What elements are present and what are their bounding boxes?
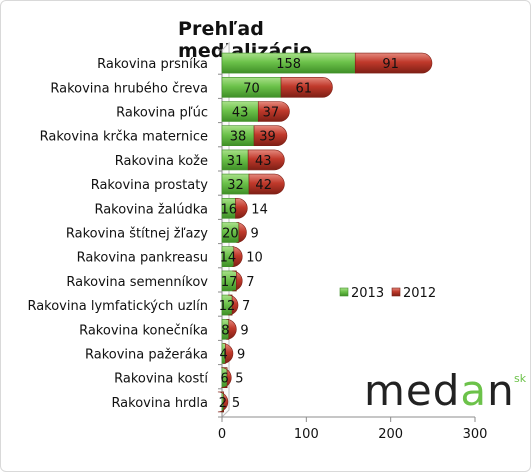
data-label: 7: [242, 299, 250, 314]
data-label: 8: [221, 323, 229, 338]
legend-label-2012: 2012: [403, 286, 436, 301]
category-label: Rakovina krčka maternice: [40, 130, 208, 145]
category-label: Rakovina kostí: [114, 372, 208, 387]
bar-2012: [232, 270, 243, 292]
category-label: Rakovina pankreasu: [77, 251, 208, 266]
category-label: Rakovina prostaty: [91, 178, 209, 193]
bar-2012: [226, 319, 237, 340]
bar-2012: [236, 222, 247, 243]
data-label: 61: [295, 81, 312, 96]
bar-2012: [217, 391, 229, 413]
x-tick-label: 0: [218, 427, 226, 442]
bar-2012: [228, 294, 239, 316]
data-label: 14: [220, 251, 237, 266]
labels-layer: 0 100 200 300 Rakovina prsníka 158 91 Rakovina …: [27, 57, 487, 442]
data-label: 5: [235, 372, 243, 387]
bar-2012: [222, 343, 234, 364]
data-label: 38: [230, 130, 247, 145]
category-label: Rakovina semenníkov: [66, 275, 208, 290]
category-label: Rakovina žalúdka: [94, 202, 208, 217]
data-label: 10: [246, 251, 263, 266]
logo-main: med: [364, 366, 461, 415]
bar-2012: [257, 101, 290, 122]
category-label: Rakovina štítnej žľazy: [66, 227, 208, 242]
x-tick-label: 300: [463, 427, 488, 442]
bar-2012: [232, 246, 243, 267]
data-label: 9: [237, 348, 245, 363]
data-label: 158: [276, 57, 301, 72]
category-label: Rakovina hrubého čreva: [50, 81, 208, 96]
data-label: 20: [222, 227, 239, 242]
data-label: 43: [255, 154, 272, 169]
chart-title: Prehľad medializácie: [178, 18, 313, 62]
data-label: 43: [232, 106, 249, 121]
logo-tail: n: [487, 366, 515, 415]
category-label: Rakovina lymfatických uzlín: [27, 299, 208, 314]
data-label: 2: [219, 396, 227, 411]
bar-2012: [247, 149, 285, 171]
legend: 2013 2012: [339, 286, 436, 301]
category-label: Rakovina hrdla: [111, 396, 208, 411]
bar-2012: [280, 77, 333, 98]
bar-2012: [235, 198, 248, 219]
x-tick-label: 100: [294, 427, 319, 442]
category-label: Rakovina prsníka: [97, 57, 208, 72]
data-label: 16: [220, 202, 237, 217]
category-label: Rakovina pľúc: [116, 106, 208, 121]
logo-suffix: sk: [514, 372, 527, 385]
data-label: 9: [240, 323, 248, 338]
legend-label-2013: 2013: [351, 286, 384, 301]
category-label: Rakovina pažeráka: [85, 348, 208, 363]
legend-swatch-2013: [339, 287, 349, 297]
category-label: Rakovina kože: [115, 154, 208, 169]
data-label: 14: [251, 202, 268, 217]
data-label: 42: [255, 178, 272, 193]
data-label: 7: [246, 275, 254, 290]
data-label: 70: [243, 81, 260, 96]
data-label: 9: [250, 227, 258, 242]
data-label: 5: [232, 396, 240, 411]
logo-accent: a: [460, 366, 488, 415]
data-label: 6: [220, 372, 228, 387]
data-label: 91: [382, 57, 399, 72]
bar-2012: [248, 173, 285, 195]
data-label: 31: [227, 154, 244, 169]
bars-layer: [217, 52, 433, 413]
bar-2012: [253, 125, 288, 146]
category-label: Rakovina konečníka: [79, 323, 208, 338]
data-label: 17: [221, 275, 238, 290]
bar-2012: [221, 367, 232, 388]
medan-logo: medan sk: [364, 366, 526, 415]
data-label: 39: [259, 130, 276, 145]
data-label: 12: [219, 299, 236, 314]
data-label: 37: [263, 106, 280, 121]
legend-swatch-2012: [391, 287, 401, 297]
x-tick-label: 200: [378, 427, 403, 442]
bar-2012: [354, 52, 433, 74]
data-label: 32: [227, 178, 244, 193]
data-label: 4: [220, 348, 228, 363]
